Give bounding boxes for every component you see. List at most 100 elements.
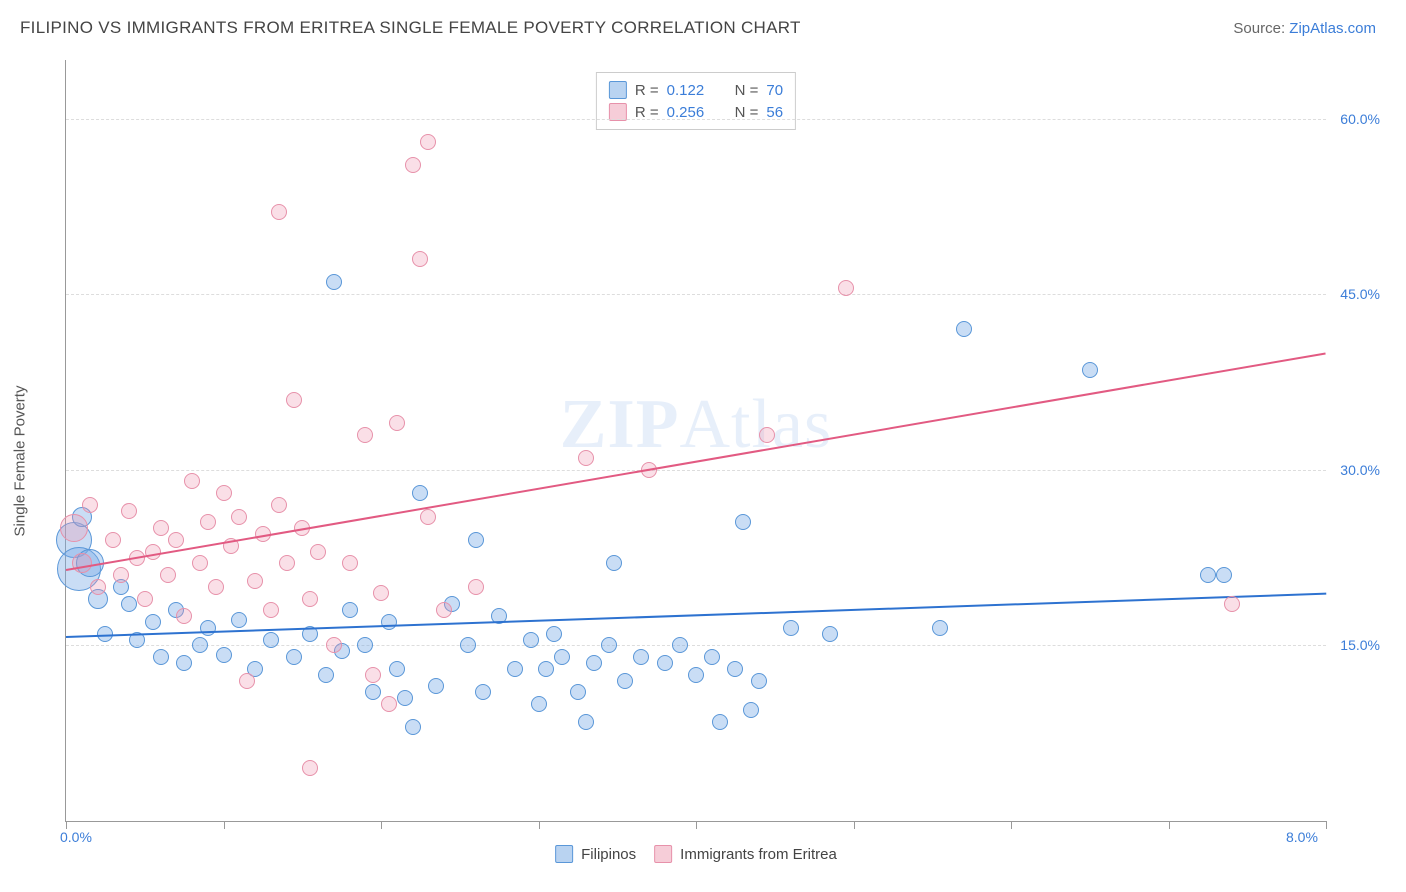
chart-container: Single Female Poverty ZIPAtlas R =0.122N… xyxy=(20,50,1386,872)
scatter-point xyxy=(838,280,854,296)
scatter-point xyxy=(1200,567,1216,583)
scatter-point xyxy=(578,450,594,466)
legend-r-value: 0.122 xyxy=(667,82,719,99)
scatter-point xyxy=(759,427,775,443)
scatter-point xyxy=(570,684,586,700)
scatter-point xyxy=(60,514,88,542)
scatter-point xyxy=(507,661,523,677)
gridline xyxy=(66,294,1326,295)
scatter-point xyxy=(184,473,200,489)
source-link[interactable]: ZipAtlas.com xyxy=(1289,20,1376,37)
scatter-point xyxy=(72,553,92,573)
scatter-point xyxy=(932,620,948,636)
scatter-point xyxy=(956,321,972,337)
scatter-point xyxy=(192,637,208,653)
scatter-point xyxy=(412,485,428,501)
scatter-point xyxy=(1082,362,1098,378)
scatter-point xyxy=(137,591,153,607)
source-attribution: Source: ZipAtlas.com xyxy=(1233,20,1376,37)
scatter-point xyxy=(357,637,373,653)
gridline xyxy=(66,645,1326,646)
scatter-point xyxy=(121,503,137,519)
scatter-point xyxy=(586,655,602,671)
scatter-point xyxy=(1224,596,1240,612)
x-tick xyxy=(224,821,225,829)
series-legend-item: Immigrants from Eritrea xyxy=(654,845,837,863)
scatter-point xyxy=(216,485,232,501)
scatter-point xyxy=(468,532,484,548)
scatter-point xyxy=(208,579,224,595)
scatter-point xyxy=(365,684,381,700)
scatter-point xyxy=(176,655,192,671)
watermark-bold: ZIP xyxy=(560,386,680,463)
scatter-point xyxy=(554,649,570,665)
y-tick-label: 15.0% xyxy=(1340,637,1380,653)
scatter-point xyxy=(420,134,436,150)
scatter-point xyxy=(168,532,184,548)
scatter-point xyxy=(357,427,373,443)
x-tick xyxy=(854,821,855,829)
correlation-legend: R =0.122N =70R =0.256N =56 xyxy=(596,72,796,130)
scatter-point xyxy=(420,509,436,525)
scatter-point xyxy=(90,579,106,595)
scatter-point xyxy=(342,602,358,618)
scatter-point xyxy=(160,567,176,583)
x-tick xyxy=(696,821,697,829)
scatter-point xyxy=(286,392,302,408)
scatter-point xyxy=(192,555,208,571)
watermark: ZIPAtlas xyxy=(560,385,832,465)
scatter-point xyxy=(279,555,295,571)
scatter-point xyxy=(239,673,255,689)
scatter-point xyxy=(546,626,562,642)
scatter-point xyxy=(523,632,539,648)
scatter-point xyxy=(468,579,484,595)
scatter-point xyxy=(373,585,389,601)
y-tick-label: 60.0% xyxy=(1340,111,1380,127)
legend-swatch xyxy=(654,845,672,863)
scatter-point xyxy=(735,514,751,530)
scatter-point xyxy=(302,760,318,776)
scatter-point xyxy=(601,637,617,653)
x-tick xyxy=(1011,821,1012,829)
scatter-point xyxy=(121,596,137,612)
legend-n-label: N = xyxy=(735,82,759,99)
gridline xyxy=(66,119,1326,120)
legend-n-value: 70 xyxy=(766,82,783,99)
scatter-point xyxy=(1216,567,1232,583)
scatter-point xyxy=(704,649,720,665)
scatter-point xyxy=(657,655,673,671)
series-legend-item: Filipinos xyxy=(555,845,636,863)
scatter-point xyxy=(286,649,302,665)
scatter-point xyxy=(606,555,622,571)
scatter-point xyxy=(342,555,358,571)
scatter-point xyxy=(326,637,342,653)
scatter-point xyxy=(727,661,743,677)
scatter-point xyxy=(381,614,397,630)
scatter-point xyxy=(783,620,799,636)
x-tick xyxy=(1326,821,1327,829)
scatter-point xyxy=(712,714,728,730)
scatter-point xyxy=(176,608,192,624)
scatter-point xyxy=(428,678,444,694)
scatter-point xyxy=(318,667,334,683)
scatter-point xyxy=(326,274,342,290)
chart-title: FILIPINO VS IMMIGRANTS FROM ERITREA SING… xyxy=(20,18,801,38)
scatter-point xyxy=(389,661,405,677)
scatter-point xyxy=(153,649,169,665)
scatter-point xyxy=(397,690,413,706)
scatter-point xyxy=(216,647,232,663)
scatter-point xyxy=(153,520,169,536)
scatter-point xyxy=(105,532,121,548)
scatter-point xyxy=(381,696,397,712)
scatter-point xyxy=(200,620,216,636)
scatter-point xyxy=(113,567,129,583)
scatter-point xyxy=(751,673,767,689)
scatter-point xyxy=(460,637,476,653)
scatter-point xyxy=(633,649,649,665)
y-tick-label: 30.0% xyxy=(1340,462,1380,478)
legend-r-label: R = xyxy=(635,82,659,99)
scatter-point xyxy=(405,157,421,173)
x-tick xyxy=(539,821,540,829)
x-tick xyxy=(381,821,382,829)
scatter-point xyxy=(743,702,759,718)
